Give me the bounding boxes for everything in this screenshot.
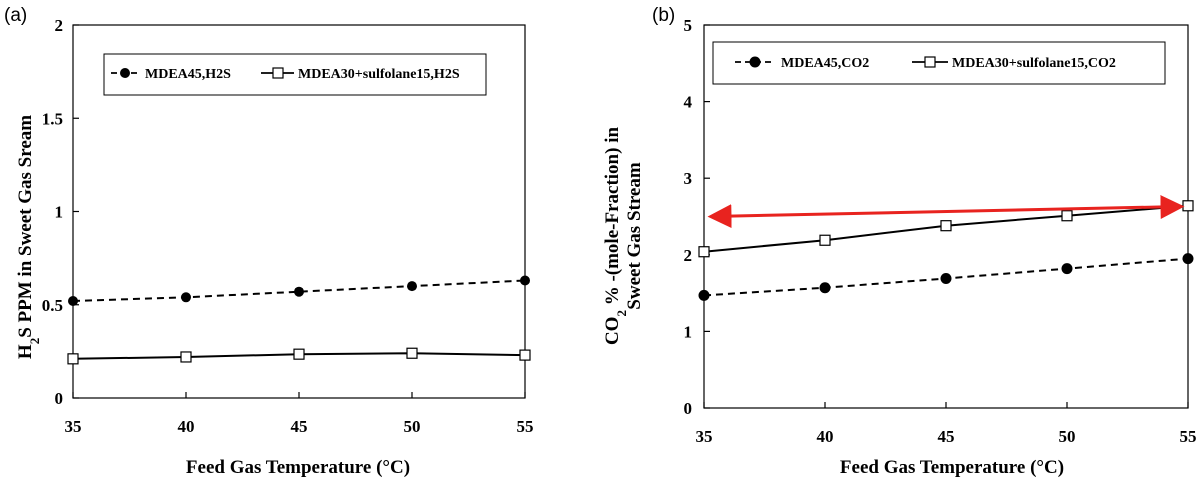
chart-b-x-tick-label: 35 bbox=[696, 427, 713, 446]
chart-a-y-tick-label: 2 bbox=[55, 16, 64, 35]
chart-a-series-1-line bbox=[72, 279, 526, 302]
chart-b-legend: MDEA45,CO2 MDEA30+sulfolane15,CO2 bbox=[712, 41, 1166, 85]
chart-b-series-1-point bbox=[940, 273, 952, 285]
chart-a-y-tick-label: 1 bbox=[55, 203, 64, 222]
chart-a: (a) 0 0.5 1 1.5 2 35 40 45 50 55 Feed Gas Temper… bbox=[4, 5, 534, 478]
chart-a-series-2-point bbox=[293, 348, 305, 360]
chart-b-red-arrow-annotation bbox=[707, 194, 1185, 229]
chart-a-x-tick-label: 50 bbox=[404, 417, 421, 436]
chart-b-legend-marker-1 bbox=[749, 56, 761, 68]
chart-b-y-tick-label: 3 bbox=[684, 169, 693, 188]
chart-a-series-1-point bbox=[294, 286, 304, 297]
chart-a-legend: MDEA45,H2S MDEA30+sulfolane15,H2S bbox=[103, 53, 487, 96]
chart-a-legend-label-2: MDEA30+sulfolane15,H2S bbox=[298, 67, 460, 82]
chart-b-panel-label: (b) bbox=[652, 5, 675, 26]
chart-b-y-tick-label: 4 bbox=[684, 93, 693, 112]
chart-a-y-tick-label: 1.5 bbox=[42, 109, 63, 128]
chart-b-y-tick-label: 5 bbox=[684, 16, 693, 35]
chart-a-y-tick-label: 0 bbox=[55, 389, 64, 408]
chart-b-x-tick-label: 50 bbox=[1059, 427, 1076, 446]
chart-b-legend-label-2: MDEA30+sulfolane15,CO2 bbox=[952, 56, 1116, 71]
chart-b-legend-box bbox=[712, 41, 1166, 85]
chart-a-legend-marker-2 bbox=[272, 67, 284, 79]
chart-a-series-2-point bbox=[519, 349, 531, 361]
chart-b-series-2-point bbox=[1182, 200, 1194, 212]
chart-a-series-1-point bbox=[520, 275, 530, 286]
chart-a-x-tick-label: 35 bbox=[65, 417, 82, 436]
chart-b-x-axis-title: Feed Gas Temperature (°C) bbox=[840, 457, 1064, 478]
chart-b-series-2-point bbox=[1061, 210, 1073, 222]
chart-b-y-axis-title-line-2: Sweet Gas Stream bbox=[624, 162, 645, 310]
chart-b-series-1-point bbox=[1061, 263, 1073, 275]
chart-a-x-tick-label: 55 bbox=[517, 417, 534, 436]
chart-b-y-tick-label: 0 bbox=[684, 399, 693, 418]
chart-b-x-tick-label: 55 bbox=[1180, 427, 1197, 446]
chart-a-legend-label-1: MDEA45,H2S bbox=[145, 67, 231, 82]
chart-b-series-1-point bbox=[819, 282, 831, 294]
chart-a-y-tick-label: 0.5 bbox=[42, 296, 63, 315]
chart-b-y-tick-label: 2 bbox=[684, 246, 693, 265]
chart-b-series-2-point bbox=[940, 220, 952, 232]
chart-b-series-1-point bbox=[1182, 253, 1194, 265]
chart-b-series-2-point bbox=[819, 234, 831, 246]
chart-a-series-1-point bbox=[68, 296, 78, 307]
chart-b-x-tick-label: 40 bbox=[817, 427, 834, 446]
chart-b-legend-label-1: MDEA45,CO2 bbox=[781, 56, 869, 71]
chart-b-x-tick-label: 45 bbox=[938, 427, 955, 446]
chart-b-y-tick-label: 1 bbox=[684, 322, 693, 341]
chart-a-x-tick-label: 45 bbox=[291, 417, 308, 436]
chart-a-series-1-point bbox=[181, 292, 191, 303]
chart-a-series-2-point bbox=[67, 353, 79, 365]
chart-a-legend-marker-1 bbox=[120, 68, 130, 78]
chart-a-series-1-point bbox=[407, 281, 417, 292]
chart-a-series-2-point bbox=[406, 347, 418, 359]
chart-a-x-axis-title: Feed Gas Temperature (°C) bbox=[186, 457, 410, 478]
chart-b-series-1-point bbox=[698, 289, 710, 301]
chart-a-y-axis-title: H2S PPM in Sweet Gas Sream bbox=[15, 115, 42, 359]
chart-b-series-2-point bbox=[698, 246, 710, 258]
chart-a-x-tick-label: 40 bbox=[178, 417, 195, 436]
chart-a-panel-label: (a) bbox=[4, 5, 27, 26]
chart-b-legend-marker-2 bbox=[924, 56, 936, 68]
chart-b-y-axis-title-line-1: CO2 % -(mole-Fraction) in bbox=[602, 127, 629, 346]
chart-a-series-2-point bbox=[180, 351, 192, 363]
chart-a-legend-box bbox=[103, 53, 487, 96]
